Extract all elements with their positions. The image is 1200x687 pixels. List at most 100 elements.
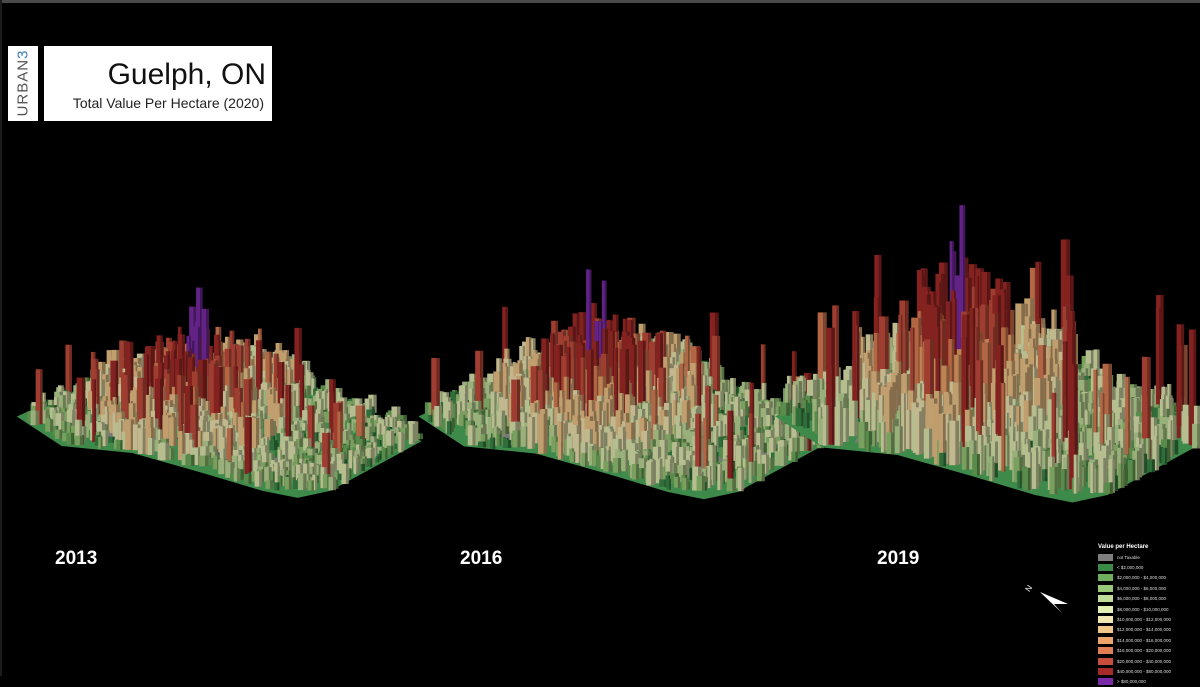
value-bar xyxy=(110,360,116,425)
value-bar xyxy=(65,344,70,398)
value-bar-side xyxy=(401,431,404,453)
value-bar-side xyxy=(50,419,54,432)
value-bar-side xyxy=(480,350,484,418)
value-bar-side xyxy=(769,401,773,424)
value-bar-side xyxy=(375,442,378,459)
value-bar-side xyxy=(304,392,307,400)
value-bar xyxy=(254,357,258,387)
value-bar-side xyxy=(94,379,96,443)
value-bar xyxy=(487,417,492,440)
value-bar-side xyxy=(362,438,365,449)
value-bar-side xyxy=(563,423,567,454)
value-bar-side xyxy=(589,269,592,410)
value-bar-side xyxy=(390,445,394,455)
value-bar-side xyxy=(112,436,115,443)
value-bar xyxy=(125,419,131,450)
value-bar-side xyxy=(277,442,279,449)
value-bar xyxy=(398,431,402,453)
value-bar xyxy=(663,416,669,449)
value-bar xyxy=(299,446,304,456)
value-bar-side xyxy=(96,369,100,425)
value-bar-side xyxy=(571,378,574,417)
value-bar-side xyxy=(302,432,304,446)
value-bar-side xyxy=(717,335,721,401)
value-bar xyxy=(337,473,341,480)
value-bar xyxy=(334,471,338,480)
value-bar-side xyxy=(259,471,262,487)
value-bar-side xyxy=(200,430,203,458)
value-bar xyxy=(316,423,322,438)
value-bar xyxy=(334,387,340,404)
value-bar xyxy=(268,453,272,470)
value-bar-side xyxy=(740,416,744,437)
value-bar-side xyxy=(370,458,373,467)
value-bar-side xyxy=(728,379,731,399)
value-bar-side xyxy=(303,473,307,491)
value-bar xyxy=(213,428,216,459)
value-bar xyxy=(312,413,318,434)
value-bar xyxy=(386,445,391,455)
value-bar-side xyxy=(182,431,185,461)
value-bar xyxy=(229,418,232,431)
value-bar-side xyxy=(312,405,315,456)
value-bar xyxy=(689,418,693,439)
value-bar xyxy=(311,378,314,396)
value-bar xyxy=(54,429,60,439)
value-bar-side xyxy=(267,437,270,457)
value-bar-side xyxy=(778,421,781,447)
value-bar xyxy=(233,467,238,482)
value-bar-side xyxy=(667,356,670,397)
value-bar xyxy=(389,417,393,435)
value-bar xyxy=(162,415,169,444)
value-bar-side xyxy=(191,454,195,466)
value-bar-side xyxy=(420,433,423,440)
value-bar-side xyxy=(501,410,506,437)
value-bar xyxy=(66,432,72,445)
value-bar xyxy=(619,349,626,428)
value-bar xyxy=(711,335,718,401)
value-bar xyxy=(250,417,257,449)
value-bar xyxy=(322,474,328,489)
value-bar xyxy=(322,432,328,487)
value-bar-side xyxy=(625,349,630,428)
value-bar xyxy=(428,414,431,423)
value-bar xyxy=(211,451,216,465)
value-bar xyxy=(291,406,296,422)
value-bar xyxy=(294,327,300,387)
value-bar xyxy=(270,403,275,432)
value-bar xyxy=(580,418,585,451)
value-bar xyxy=(157,429,161,446)
value-bar-side xyxy=(599,401,602,442)
value-bar-side xyxy=(280,475,283,487)
value-bar-side xyxy=(294,466,297,481)
value-bar xyxy=(461,396,465,423)
map-2016 xyxy=(418,269,832,500)
value-bar-side xyxy=(270,419,274,446)
value-bar xyxy=(165,373,170,426)
value-bar-side xyxy=(313,462,317,482)
value-bar xyxy=(450,403,456,419)
value-bar xyxy=(280,432,284,449)
value-bar-side xyxy=(132,403,136,430)
value-bar xyxy=(496,410,502,437)
value-bar-side xyxy=(464,396,467,423)
value-bar xyxy=(238,427,245,459)
value-bar xyxy=(123,374,128,429)
value-bar-side xyxy=(62,395,66,411)
value-bar-side xyxy=(79,422,83,444)
value-bar-side xyxy=(392,417,395,435)
value-bar-side xyxy=(248,379,252,429)
value-bar-side xyxy=(709,389,712,413)
value-bar-side xyxy=(254,387,258,404)
value-bar xyxy=(209,423,216,445)
value-bar xyxy=(116,440,121,450)
value-bar-side xyxy=(181,375,184,425)
value-bar-side xyxy=(499,434,502,446)
value-bar xyxy=(63,411,69,425)
value-bar-side xyxy=(738,396,741,423)
value-bar xyxy=(243,379,249,429)
value-bar-side xyxy=(333,477,336,491)
value-bar-side xyxy=(724,424,727,444)
map-title: Guelph, ON xyxy=(107,58,266,91)
value-bar-side xyxy=(373,394,377,413)
